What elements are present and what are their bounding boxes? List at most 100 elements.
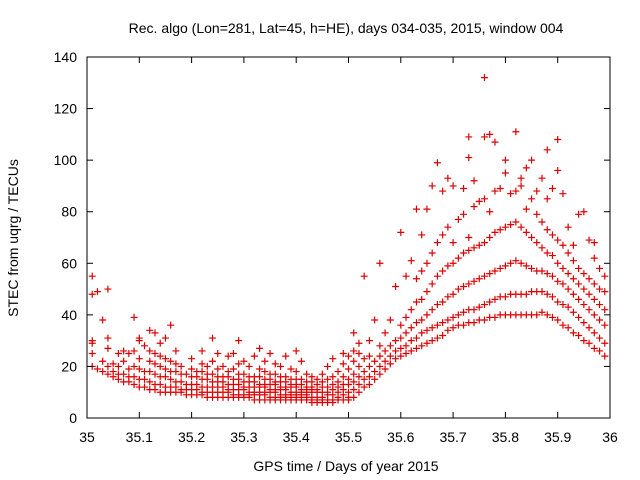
data-point bbox=[585, 236, 593, 244]
data-point bbox=[554, 316, 562, 324]
data-point bbox=[329, 373, 337, 381]
data-point bbox=[345, 365, 352, 373]
data-point bbox=[345, 352, 352, 360]
data-point bbox=[250, 352, 258, 360]
data-point bbox=[329, 355, 337, 363]
data-point bbox=[355, 362, 363, 370]
x-axis-label: GPS time / Days of year 2015 bbox=[253, 458, 438, 474]
data-point bbox=[365, 373, 373, 381]
data-point bbox=[444, 223, 452, 231]
data-point bbox=[245, 362, 253, 370]
data-point bbox=[120, 357, 128, 365]
data-point bbox=[491, 187, 499, 195]
data-point bbox=[559, 301, 567, 309]
data-point bbox=[386, 352, 394, 360]
data-point bbox=[256, 344, 264, 352]
data-point bbox=[376, 352, 384, 360]
data-point bbox=[172, 347, 180, 355]
data-point bbox=[172, 360, 180, 368]
data-point bbox=[261, 357, 269, 365]
data-point bbox=[601, 288, 609, 296]
data-point bbox=[480, 195, 488, 203]
data-point bbox=[533, 187, 541, 195]
data-point bbox=[585, 290, 593, 298]
data-point bbox=[99, 316, 107, 324]
data-point bbox=[376, 342, 384, 350]
data-point bbox=[146, 326, 154, 334]
data-point bbox=[308, 373, 316, 381]
data-point bbox=[104, 334, 112, 342]
data-point bbox=[480, 301, 488, 309]
data-point bbox=[590, 311, 598, 319]
data-point bbox=[418, 329, 426, 337]
data-point bbox=[470, 177, 478, 185]
data-point bbox=[177, 362, 185, 370]
data-point bbox=[601, 272, 609, 280]
data-point bbox=[350, 370, 358, 378]
data-point bbox=[188, 355, 196, 363]
data-point bbox=[575, 280, 583, 288]
data-point bbox=[339, 350, 347, 358]
data-point bbox=[491, 295, 499, 303]
data-point bbox=[209, 357, 217, 365]
data-point bbox=[569, 290, 577, 298]
data-point bbox=[418, 267, 426, 275]
data-point bbox=[235, 360, 243, 368]
y-tick-label: 20 bbox=[61, 358, 77, 374]
data-point bbox=[501, 169, 509, 177]
data-point bbox=[130, 373, 138, 381]
data-point bbox=[334, 378, 342, 386]
data-point bbox=[590, 329, 598, 337]
data-point bbox=[146, 357, 154, 365]
data-point bbox=[538, 288, 546, 296]
data-point bbox=[423, 288, 431, 296]
data-point bbox=[580, 337, 588, 345]
data-point bbox=[528, 195, 536, 203]
data-point bbox=[517, 182, 525, 190]
data-point bbox=[507, 221, 515, 229]
data-point bbox=[528, 264, 536, 272]
data-point bbox=[130, 380, 138, 388]
data-point bbox=[381, 329, 389, 337]
data-point bbox=[392, 282, 400, 290]
data-point bbox=[548, 252, 556, 260]
data-point bbox=[512, 218, 520, 226]
data-point bbox=[224, 352, 232, 360]
data-point bbox=[412, 275, 420, 283]
data-point bbox=[496, 226, 504, 234]
data-point bbox=[465, 133, 473, 141]
data-point bbox=[297, 357, 305, 365]
data-point bbox=[324, 375, 332, 383]
data-point bbox=[454, 254, 462, 262]
data-point bbox=[418, 342, 426, 350]
data-point bbox=[256, 365, 264, 373]
data-point bbox=[271, 360, 279, 368]
data-point bbox=[360, 383, 368, 391]
data-point bbox=[433, 272, 441, 280]
data-point bbox=[486, 298, 494, 306]
x-tick-label: 35.7 bbox=[439, 429, 466, 445]
data-point bbox=[543, 226, 551, 234]
data-point bbox=[543, 146, 551, 154]
data-point bbox=[156, 362, 164, 370]
data-point bbox=[88, 272, 96, 280]
data-point bbox=[575, 295, 583, 303]
data-point bbox=[240, 357, 248, 365]
data-point bbox=[324, 362, 332, 370]
data-point bbox=[470, 306, 478, 314]
data-point bbox=[585, 306, 593, 314]
data-point bbox=[501, 223, 509, 231]
y-tick-label: 120 bbox=[54, 101, 78, 117]
data-point bbox=[580, 319, 588, 327]
data-point bbox=[360, 355, 368, 363]
data-point bbox=[402, 342, 410, 350]
data-point bbox=[596, 316, 604, 324]
data-point bbox=[585, 324, 593, 332]
data-point bbox=[355, 373, 363, 381]
y-axis-label: STEC from uqrg / TECUs bbox=[5, 159, 21, 317]
data-point bbox=[428, 280, 436, 288]
data-point bbox=[292, 347, 300, 355]
data-point bbox=[376, 259, 384, 267]
data-point bbox=[141, 383, 149, 391]
